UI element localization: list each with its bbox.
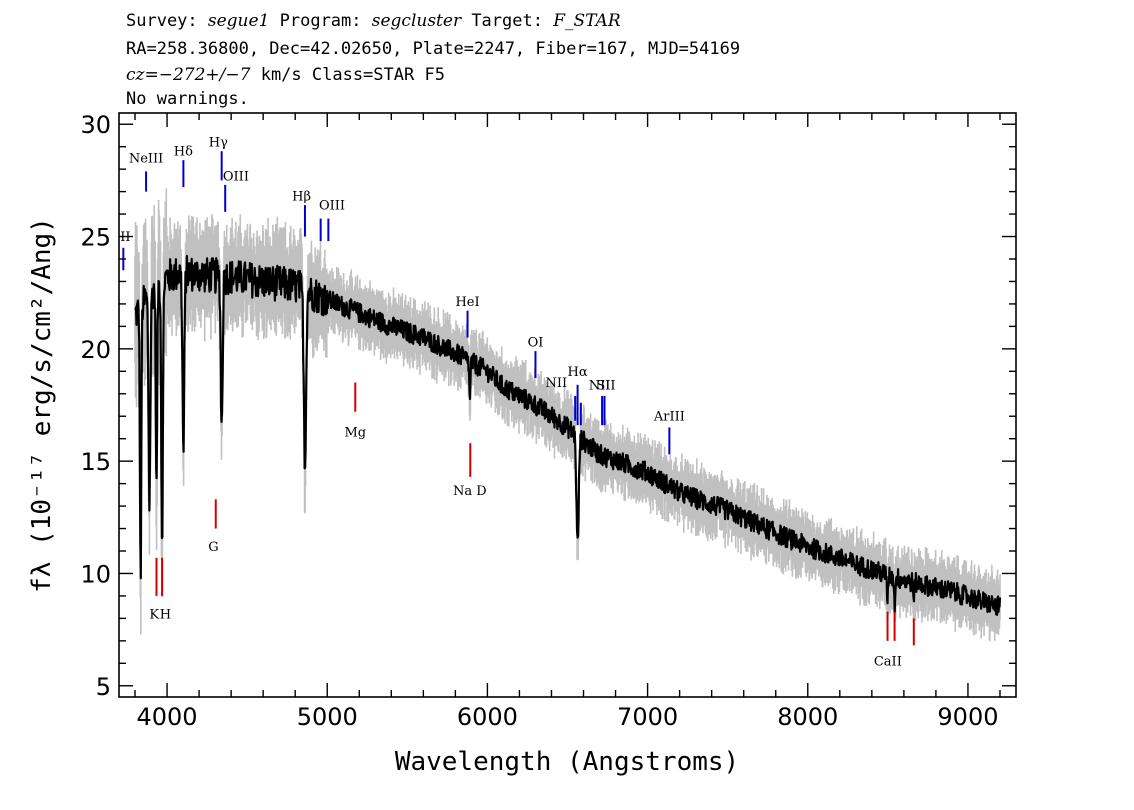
x-axis-title: Wavelength (Angstroms): [395, 747, 739, 777]
header-block: Survey: segue1 Program: segcluster Targe…: [126, 11, 740, 109]
emission-label-1: Hδ: [174, 145, 193, 160]
header-line1-segment-3: segcluster: [372, 11, 462, 31]
y-axis-title: fλ (10⁻¹⁷ erg/s/cm²/Ang): [27, 217, 57, 593]
header-line3-segment-2: km/s Class=STAR F5: [250, 65, 444, 85]
absorption-label-2: G: [208, 540, 218, 555]
spectrum-series: [134, 254, 1002, 616]
header-line1-segment-2: Program:: [269, 11, 371, 31]
absorption-label-5: CaII: [874, 655, 902, 670]
absorption-label-3: Mg: [344, 425, 366, 440]
header-line-2: RA=258.36800, Dec=42.02650, Plate=2247, …: [126, 39, 740, 59]
absorption-lines: K H G Mg Na D CaII: [149, 382, 915, 670]
emission-label-2: Hγ: [209, 136, 228, 151]
x-tick-label-5000: 5000: [297, 703, 358, 731]
header-line-1: Survey: segue1 Program: segcluster Targe…: [126, 11, 621, 31]
header-line3-segment-0: cz=: [126, 65, 159, 85]
emission-label-14: SII: [596, 378, 615, 393]
plot-area: NeIII HδHγOIIIIIHβOIIIHeIOINIIHαNIISIIArI…: [80, 111, 1017, 731]
emission-label-5: Hβ: [292, 190, 311, 205]
x-tick-label-4000: 4000: [137, 703, 198, 731]
x-tick-label-9000: 9000: [937, 703, 998, 731]
axes-frame: [118, 112, 1017, 698]
emission-label-13: NII: [589, 378, 611, 393]
emission-label-6: OIII: [319, 199, 345, 214]
emission-label-4: II: [120, 230, 130, 245]
header-line1-segment-0: Survey:: [126, 11, 208, 31]
emission-label-15: ArIII: [653, 410, 685, 425]
emission-label-10: NII: [545, 376, 567, 391]
header-line3-segment-1: −272+/−7: [159, 65, 251, 85]
y-tick-label-5: 5: [96, 673, 111, 701]
emission-label-11: Hα: [568, 365, 588, 380]
axes: 4000 5000 6000 7000 8000 9000 5 10 15 20 25 30: [80, 111, 1017, 731]
x-tick-label-6000: 6000: [457, 703, 518, 731]
spectrum-line: [134, 254, 1002, 616]
x-tick-label-7000: 7000: [617, 703, 678, 731]
emission-label-9: OI: [528, 336, 544, 351]
y-tick-label-30: 30: [80, 111, 111, 139]
header-line-3: cz=−272+/−7 km/s Class=STAR F5: [126, 65, 445, 85]
header-line1-segment-1: segue1: [208, 11, 270, 31]
emission-label-8: HeI: [455, 295, 479, 310]
header-line1-segment-4: Target:: [461, 11, 553, 31]
emission-label-0: NeIII: [129, 151, 163, 166]
y-tick-label-25: 25: [80, 224, 111, 252]
y-tick-label-20: 20: [80, 336, 111, 364]
y-axis-title-text: fλ (10⁻¹⁷ erg/s/cm²/Ang): [27, 217, 57, 593]
absorption-label-0: K: [149, 607, 159, 622]
header-line-4: No warnings.: [126, 89, 249, 109]
y-tick-label-15: 15: [80, 448, 111, 476]
y-tick-label-10: 10: [80, 560, 111, 588]
emission-lines: NeIII HδHγOIIIIIHβOIIIHeIOINIIHαNIISIIArI…: [120, 136, 685, 455]
header-line1-segment-5: F_STAR: [552, 11, 621, 31]
x-tick-label-8000: 8000: [777, 703, 838, 731]
absorption-label-1: H: [160, 607, 171, 622]
absorption-label-4: Na D: [453, 484, 487, 499]
emission-label-3: OIII: [223, 169, 249, 184]
